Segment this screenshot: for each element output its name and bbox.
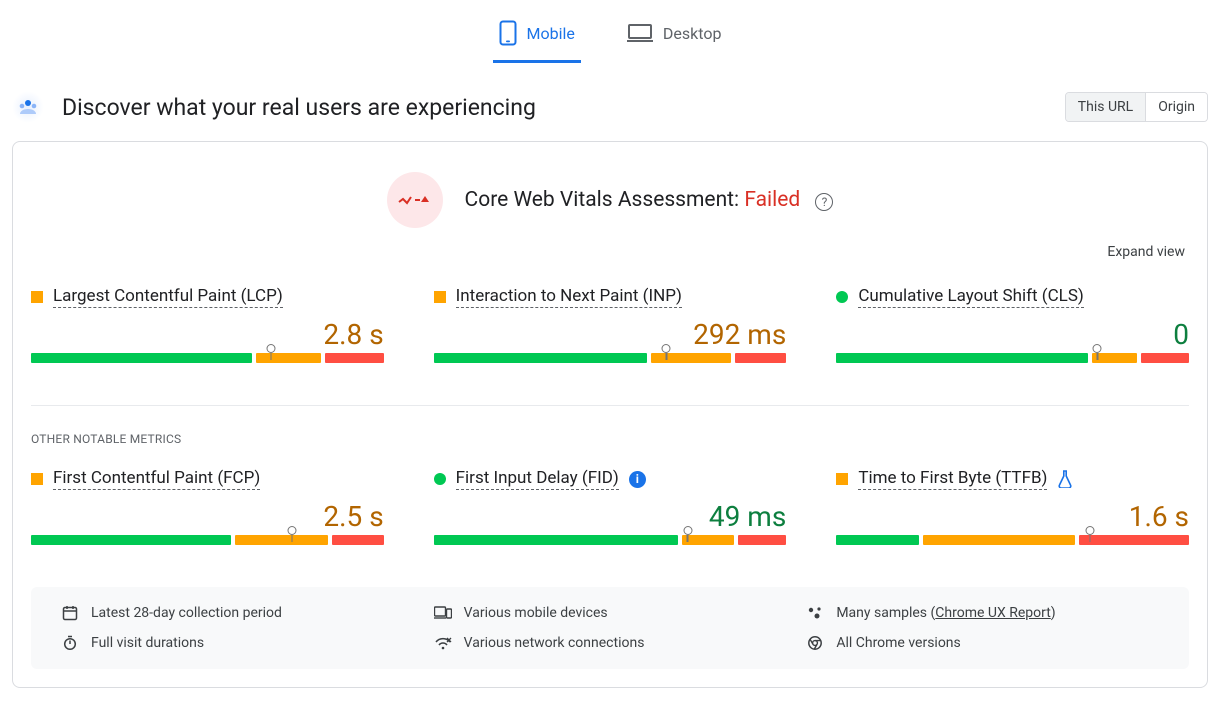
footer-collection-text: Latest 28-day collection period xyxy=(91,605,282,621)
expand-view-link[interactable]: Expand view xyxy=(1107,244,1185,260)
dist-segment xyxy=(1092,353,1137,363)
footer-networks: Various network connections xyxy=(434,635,787,651)
header: Discover what your real users are experi… xyxy=(0,63,1220,141)
chrome-icon xyxy=(806,635,824,651)
distribution-bar xyxy=(434,535,787,553)
desktop-icon xyxy=(627,23,653,43)
metric-value-lcp: 2.8 s xyxy=(31,318,384,351)
tab-desktop-label: Desktop xyxy=(663,24,722,43)
metric-value-inp: 292 ms xyxy=(434,318,787,351)
divider xyxy=(31,405,1189,406)
metric-name-fcp[interactable]: First Contentful Paint (FCP) xyxy=(53,468,260,490)
core-metrics-grid: Largest Contentful Paint (LCP) 2.8 s Inte… xyxy=(31,286,1189,371)
tab-mobile[interactable]: Mobile xyxy=(493,10,581,63)
distribution-bar xyxy=(836,535,1189,553)
footer-devices-text: Various mobile devices xyxy=(464,605,608,621)
status-marker xyxy=(31,291,43,303)
footer-samples: Many samples (Chrome UX Report) xyxy=(806,605,1159,621)
metric-inp: Interaction to Next Paint (INP) 292 ms xyxy=(434,286,787,371)
metric-lcp: Largest Contentful Paint (LCP) 2.8 s xyxy=(31,286,384,371)
metric-value-fid: 49 ms xyxy=(434,500,787,533)
tab-mobile-label: Mobile xyxy=(527,24,575,43)
dist-segment xyxy=(434,535,679,545)
status-marker xyxy=(836,291,848,303)
metric-fcp: First Contentful Paint (FCP) 2.5 s xyxy=(31,468,384,553)
status-marker xyxy=(434,473,446,485)
metric-name-inp[interactable]: Interaction to Next Paint (INP) xyxy=(456,286,682,308)
footer-durations: Full visit durations xyxy=(61,635,414,651)
dist-segment xyxy=(1141,353,1189,363)
dist-segment xyxy=(836,353,1088,363)
stopwatch-icon xyxy=(61,635,79,651)
network-icon xyxy=(434,636,452,650)
footer-networks-text: Various network connections xyxy=(464,635,645,651)
dist-segment xyxy=(31,535,231,545)
help-icon[interactable]: ? xyxy=(815,193,833,211)
calendar-icon xyxy=(61,605,79,621)
page-title: Discover what your real users are experi… xyxy=(62,94,536,121)
dist-segment xyxy=(256,353,321,363)
dist-segment xyxy=(434,353,648,363)
metric-value-fcp: 2.5 s xyxy=(31,500,384,533)
info-icon[interactable]: i xyxy=(629,471,646,488)
toggle-this-url[interactable]: This URL xyxy=(1066,93,1145,121)
metric-name-cls[interactable]: Cumulative Layout Shift (CLS) xyxy=(858,286,1084,308)
dist-segment xyxy=(1079,535,1189,545)
assessment-label: Core Web Vitals Assessment: xyxy=(465,188,740,212)
footer-versions-text: All Chrome versions xyxy=(836,635,960,651)
status-marker xyxy=(434,291,446,303)
metric-fid: First Input Delay (FID) i 49 ms xyxy=(434,468,787,553)
dist-segment xyxy=(31,353,252,363)
dist-segment xyxy=(735,353,787,363)
distribution-bar xyxy=(31,535,384,553)
vitals-panel: Core Web Vitals Assessment: Failed ? Exp… xyxy=(12,141,1208,688)
dist-segment xyxy=(923,535,1075,545)
assessment-fail-icon xyxy=(387,172,443,228)
tab-desktop[interactable]: Desktop xyxy=(621,10,728,63)
other-metrics-grid: First Contentful Paint (FCP) 2.5 s First … xyxy=(31,468,1189,553)
flask-icon[interactable] xyxy=(1057,470,1073,488)
dist-segment xyxy=(836,535,919,545)
metric-cls: Cumulative Layout Shift (CLS) 0 xyxy=(836,286,1189,371)
assessment-text: Core Web Vitals Assessment: Failed ? xyxy=(465,188,834,212)
samples-icon xyxy=(806,605,824,621)
distribution-bar xyxy=(836,353,1189,371)
scope-toggle: This URL Origin xyxy=(1065,92,1208,122)
metric-value-cls: 0 xyxy=(836,318,1189,351)
footer-devices: Various mobile devices xyxy=(434,605,787,621)
metric-ttfb: Time to First Byte (TTFB) 1.6 s xyxy=(836,468,1189,553)
footer-collection: Latest 28-day collection period xyxy=(61,605,414,621)
devices-icon xyxy=(434,606,452,620)
footer-versions: All Chrome versions xyxy=(806,635,1159,651)
dist-segment xyxy=(235,535,328,545)
footer-info: Latest 28-day collection period Various … xyxy=(31,587,1189,669)
dist-segment xyxy=(332,535,384,545)
crux-report-link[interactable]: Chrome UX Report xyxy=(935,605,1050,621)
users-icon xyxy=(12,91,44,123)
metric-name-lcp[interactable]: Largest Contentful Paint (LCP) xyxy=(53,286,283,308)
section-other-label: OTHER NOTABLE METRICS xyxy=(31,432,1189,446)
status-marker xyxy=(31,473,43,485)
footer-samples-text: Many samples (Chrome UX Report) xyxy=(836,605,1055,621)
status-marker xyxy=(836,473,848,485)
dist-segment xyxy=(651,353,730,363)
dist-segment xyxy=(325,353,384,363)
assessment-status: Failed xyxy=(744,188,800,212)
dist-segment xyxy=(738,535,786,545)
dist-segment xyxy=(682,535,734,545)
device-tabs: Mobile Desktop xyxy=(0,0,1220,63)
mobile-icon xyxy=(499,20,517,46)
metric-value-ttfb: 1.6 s xyxy=(836,500,1189,533)
distribution-bar xyxy=(434,353,787,371)
metric-name-ttfb[interactable]: Time to First Byte (TTFB) xyxy=(858,468,1047,490)
metric-name-fid[interactable]: First Input Delay (FID) xyxy=(456,468,619,490)
distribution-bar xyxy=(31,353,384,371)
toggle-origin[interactable]: Origin xyxy=(1145,93,1207,121)
footer-durations-text: Full visit durations xyxy=(91,635,204,651)
assessment-row: Core Web Vitals Assessment: Failed ? xyxy=(31,172,1189,228)
